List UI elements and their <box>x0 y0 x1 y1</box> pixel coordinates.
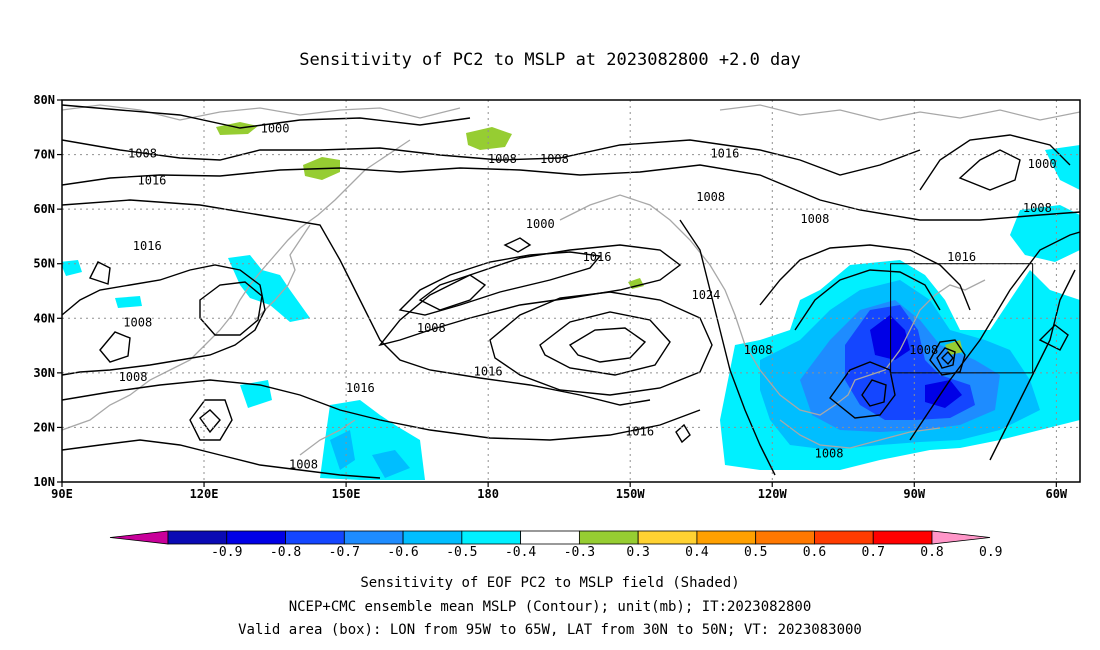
lat-tick-label: 50N <box>33 257 55 271</box>
contour-label: 1008 <box>744 343 773 357</box>
colorbar: -0.9 -0.8 -0.7 -0.6 -0.5 -0.4 -0.3 0.3 0.4 0.5 0.6… <box>109 530 1003 560</box>
colorbar-label: 0.7 <box>861 545 884 560</box>
contour-labels: 1000 1008 1016 1008 1008 1016 1008 1008 1000 1008… <box>119 122 1100 472</box>
coastlines <box>62 104 1080 456</box>
contour-label: 1008 <box>289 457 318 471</box>
lon-tick-label: 150E <box>332 487 361 501</box>
contour-label: 1008 <box>815 446 844 460</box>
colorbar-segment <box>226 530 286 545</box>
shade-deepblue-core <box>870 315 962 408</box>
colorbar-segment <box>109 530 169 545</box>
colorbar-label: 0.4 <box>685 545 709 560</box>
colorbar-segment <box>520 530 580 545</box>
lat-tick-label: 60N <box>33 202 55 216</box>
contour-label: 1016 <box>346 381 375 395</box>
colorbar-label: -0.6 <box>387 545 418 560</box>
colorbar-label: 0.6 <box>803 545 826 560</box>
colorbar-segment <box>637 530 698 545</box>
lat-tick-label: 20N <box>33 420 55 434</box>
contour-label: 1016 <box>1084 239 1100 253</box>
colorbar-segment <box>578 530 639 545</box>
colorbar-segment <box>285 530 345 545</box>
caption-line-3: Valid area (box): LON from 95W to 65W, L… <box>238 622 862 638</box>
colorbar-segment <box>872 530 933 545</box>
contour-label: 1008 <box>417 321 446 335</box>
contour-label: 1008 <box>696 190 725 204</box>
colorbar-segment <box>814 530 874 545</box>
map-frame <box>61 99 1081 483</box>
contour-label: 1008 <box>800 212 829 226</box>
contour-label: 1000 <box>261 122 290 136</box>
lon-tick-label: 180 <box>477 487 499 501</box>
contour-label: 1008 <box>119 370 148 384</box>
colorbar-label: 0.3 <box>626 545 649 560</box>
lon-tick-label: 60W <box>1045 487 1067 501</box>
chart-title: Sensitivity of PC2 to MSLP at 2023082800… <box>299 50 801 70</box>
lon-tick-label: 90W <box>903 487 925 501</box>
lat-ticks: 80N 70N 60N 50N 40N 30N 20N 10N <box>33 93 62 489</box>
lon-tick-label: 90E <box>51 487 73 501</box>
colorbar-label: -0.5 <box>446 545 477 560</box>
colorbar-label: -0.4 <box>505 545 536 560</box>
colorbar-label: 0.5 <box>744 545 767 560</box>
shade-lightblue-pacific <box>330 430 410 478</box>
colorbar-segment <box>461 530 522 545</box>
contour-label: 1008 <box>128 146 157 160</box>
lon-ticks: 90E 120E 150E 180 150W 120W 90W 60W <box>51 482 1068 501</box>
colorbar-segment <box>755 530 815 545</box>
caption-line-2: NCEP+CMC ensemble mean MSLP (Contour); u… <box>288 599 812 615</box>
contour-label: 1008 <box>540 152 569 166</box>
contour-label: 1016 <box>710 146 739 160</box>
colorbar-label: 0.9 <box>979 545 1002 560</box>
shade-green-3 <box>466 127 512 150</box>
lat-tick-label: 70N <box>33 148 55 162</box>
colorbar-segment <box>402 530 463 545</box>
colorbar-label: -0.8 <box>270 545 301 560</box>
contour-label: 1016 <box>138 174 167 188</box>
gridlines <box>62 100 1080 482</box>
colorbar-segment <box>696 530 757 545</box>
contour-label: 1016 <box>947 250 976 264</box>
caption-line-1: Sensitivity of EOF PC2 to MSLP field (Sh… <box>360 575 740 591</box>
shade-cyan-japan <box>228 255 310 322</box>
contour-label: 1016 <box>625 425 654 439</box>
colorbar-segment <box>167 530 228 545</box>
colorbar-label: 0.8 <box>920 545 943 560</box>
shade-cyan-ne-corner <box>1010 145 1080 262</box>
valid-area-box <box>890 263 1034 374</box>
contour-label: 1000 <box>1028 157 1057 171</box>
colorbar-label: -0.9 <box>211 545 242 560</box>
valid-area-box-group <box>890 263 1034 374</box>
contour-label: 1016 <box>583 250 612 264</box>
colorbar-segment <box>931 530 991 545</box>
lat-tick-label: 10N <box>33 475 55 489</box>
contour-label: 1016 <box>133 239 162 253</box>
lat-tick-label: 40N <box>33 311 55 325</box>
contour-label: 1008 <box>488 152 517 166</box>
contour-label: 1008 <box>1023 201 1052 215</box>
contour-label: 1008 <box>909 343 938 357</box>
lat-tick-label: 80N <box>33 93 55 107</box>
contour-label: 1000 <box>526 217 555 231</box>
colorbar-segment <box>343 530 404 545</box>
contour-label: 1008 <box>123 315 152 329</box>
lon-tick-label: 120E <box>190 487 219 501</box>
lon-tick-label: 120W <box>758 487 788 501</box>
mslp-contours <box>62 104 1080 479</box>
lat-tick-label: 30N <box>33 366 55 380</box>
contour-label: 1016 <box>474 365 503 379</box>
shade-cyan-small1 <box>62 260 272 408</box>
contour-label: 1024 <box>691 288 720 302</box>
colorbar-label: -0.3 <box>564 545 595 560</box>
lon-tick-label: 150W <box>616 487 646 501</box>
colorbar-label: -0.7 <box>329 545 360 560</box>
